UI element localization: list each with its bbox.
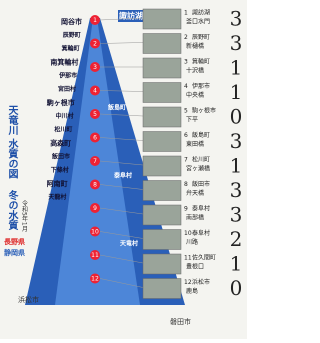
site-place: 中央橋: [186, 91, 204, 99]
site-name: 伊那市: [192, 82, 210, 90]
site-name: 佐久間町: [192, 254, 216, 262]
score: 3: [230, 178, 243, 202]
site-photo: [143, 83, 181, 103]
site-place: 鹿島: [186, 287, 198, 295]
site-place: 弁天橋: [186, 189, 204, 197]
site-photo: [143, 279, 181, 299]
site-number: 9: [93, 205, 97, 212]
poster: 諏訪湖 天竜川 水質の図 冬の水質 令和5年1月 長野県 静岡県 浜松市 磐田市…: [0, 0, 247, 339]
site-place: 南部橋: [186, 214, 204, 222]
site-number: 3: [93, 64, 97, 71]
place-name: 宮田村: [58, 85, 76, 93]
place-name: 箕輪町: [61, 45, 80, 53]
site-photo: [143, 156, 181, 176]
place-name: 伊那市: [58, 72, 77, 80]
site-photo: [143, 254, 181, 274]
site-photo: [143, 58, 181, 78]
site-place: 豊根口: [186, 263, 204, 271]
site-place: 釜口水門: [186, 18, 210, 26]
site-number: 11: [91, 252, 99, 259]
score: 1: [230, 252, 243, 276]
place-name: 下條村: [51, 166, 69, 174]
place-name: 駒ヶ根市: [46, 98, 75, 107]
site-name: 浜松市: [192, 278, 210, 286]
site-number: 5: [93, 111, 97, 118]
score: 0: [230, 276, 243, 300]
site-number: 7: [93, 158, 97, 165]
site-place: 川路: [186, 238, 198, 246]
site-photo: [143, 205, 181, 225]
site-photo: [143, 132, 181, 152]
site-name: 松川町: [192, 156, 210, 164]
place-name: 天龍村: [48, 193, 66, 201]
score: 3: [230, 203, 243, 227]
score: 2: [230, 227, 243, 251]
site-number: 6: [93, 135, 97, 142]
site-number: 12: [91, 276, 99, 283]
score: 3: [230, 7, 243, 31]
site-number: 8: [93, 182, 97, 189]
site-name: 飯島町: [192, 131, 210, 139]
city: 磐田市: [170, 317, 191, 326]
site-place: 下平: [186, 117, 198, 124]
site-place: 東田橋: [186, 140, 204, 148]
site-name: 諏訪湖: [192, 9, 210, 17]
site-number-label: 7: [184, 157, 188, 164]
place-name: 岡谷市: [61, 17, 82, 26]
city: 浜松市: [18, 295, 39, 304]
score: 1: [230, 80, 243, 104]
place-name: 阿南町: [47, 179, 68, 188]
place-name: 南箕輪村: [50, 58, 78, 67]
site-number-label: 3: [184, 59, 188, 66]
site-place: 十沢橋: [186, 67, 204, 75]
site-name: 箕輪町: [192, 58, 210, 66]
score: 3: [230, 129, 243, 153]
place-name: 辰野町: [63, 31, 81, 39]
site-number-label: 11: [184, 255, 192, 262]
site-name: 泰阜村: [192, 229, 210, 237]
score: 3: [230, 31, 243, 55]
river-place: 天竜村: [120, 240, 138, 248]
score: 1: [230, 154, 243, 178]
site-number-label: 2: [184, 34, 188, 41]
site-number-label: 12: [184, 279, 192, 286]
prefecture: 長野県: [4, 237, 25, 246]
river-place: 飯島町: [107, 104, 126, 112]
site-photo: [143, 34, 181, 54]
score: 1: [230, 56, 243, 80]
river-place: 泰阜村: [113, 172, 132, 180]
site-name: 泰阜村: [192, 205, 210, 213]
site-number-label: 4: [184, 83, 188, 90]
place-name: 中川村: [56, 112, 74, 120]
site-number-label: 6: [184, 132, 188, 139]
prefecture: 静岡県: [4, 248, 25, 257]
site-number: 1: [93, 17, 97, 24]
site-name: 辰野町: [192, 33, 210, 41]
site-place: 新樋橋: [186, 42, 204, 50]
site-number-label: 5: [184, 108, 188, 115]
site-number: 4: [93, 88, 97, 95]
place-name: 高森町: [50, 139, 71, 148]
date: 令和5年1月: [21, 199, 28, 233]
site-number: 10: [91, 229, 99, 236]
site-number-label: 9: [184, 206, 188, 213]
site-number-label: 8: [184, 181, 188, 188]
place-name: 松川町: [54, 126, 72, 134]
place-name: 飯田市: [51, 153, 70, 161]
site-place: 宮ヶ瀬橋: [186, 165, 210, 173]
site-name: 飯田市: [192, 180, 210, 188]
site-number-label: 10: [184, 230, 192, 237]
site-name: 駒ヶ根市: [192, 107, 216, 115]
site-photo: [143, 9, 181, 29]
site-number-label: 1: [184, 10, 188, 17]
site-number: 2: [93, 41, 97, 48]
site-photo: [143, 230, 181, 250]
site-photo: [143, 181, 181, 201]
score: 0: [230, 105, 243, 129]
site-photo: [143, 107, 181, 127]
